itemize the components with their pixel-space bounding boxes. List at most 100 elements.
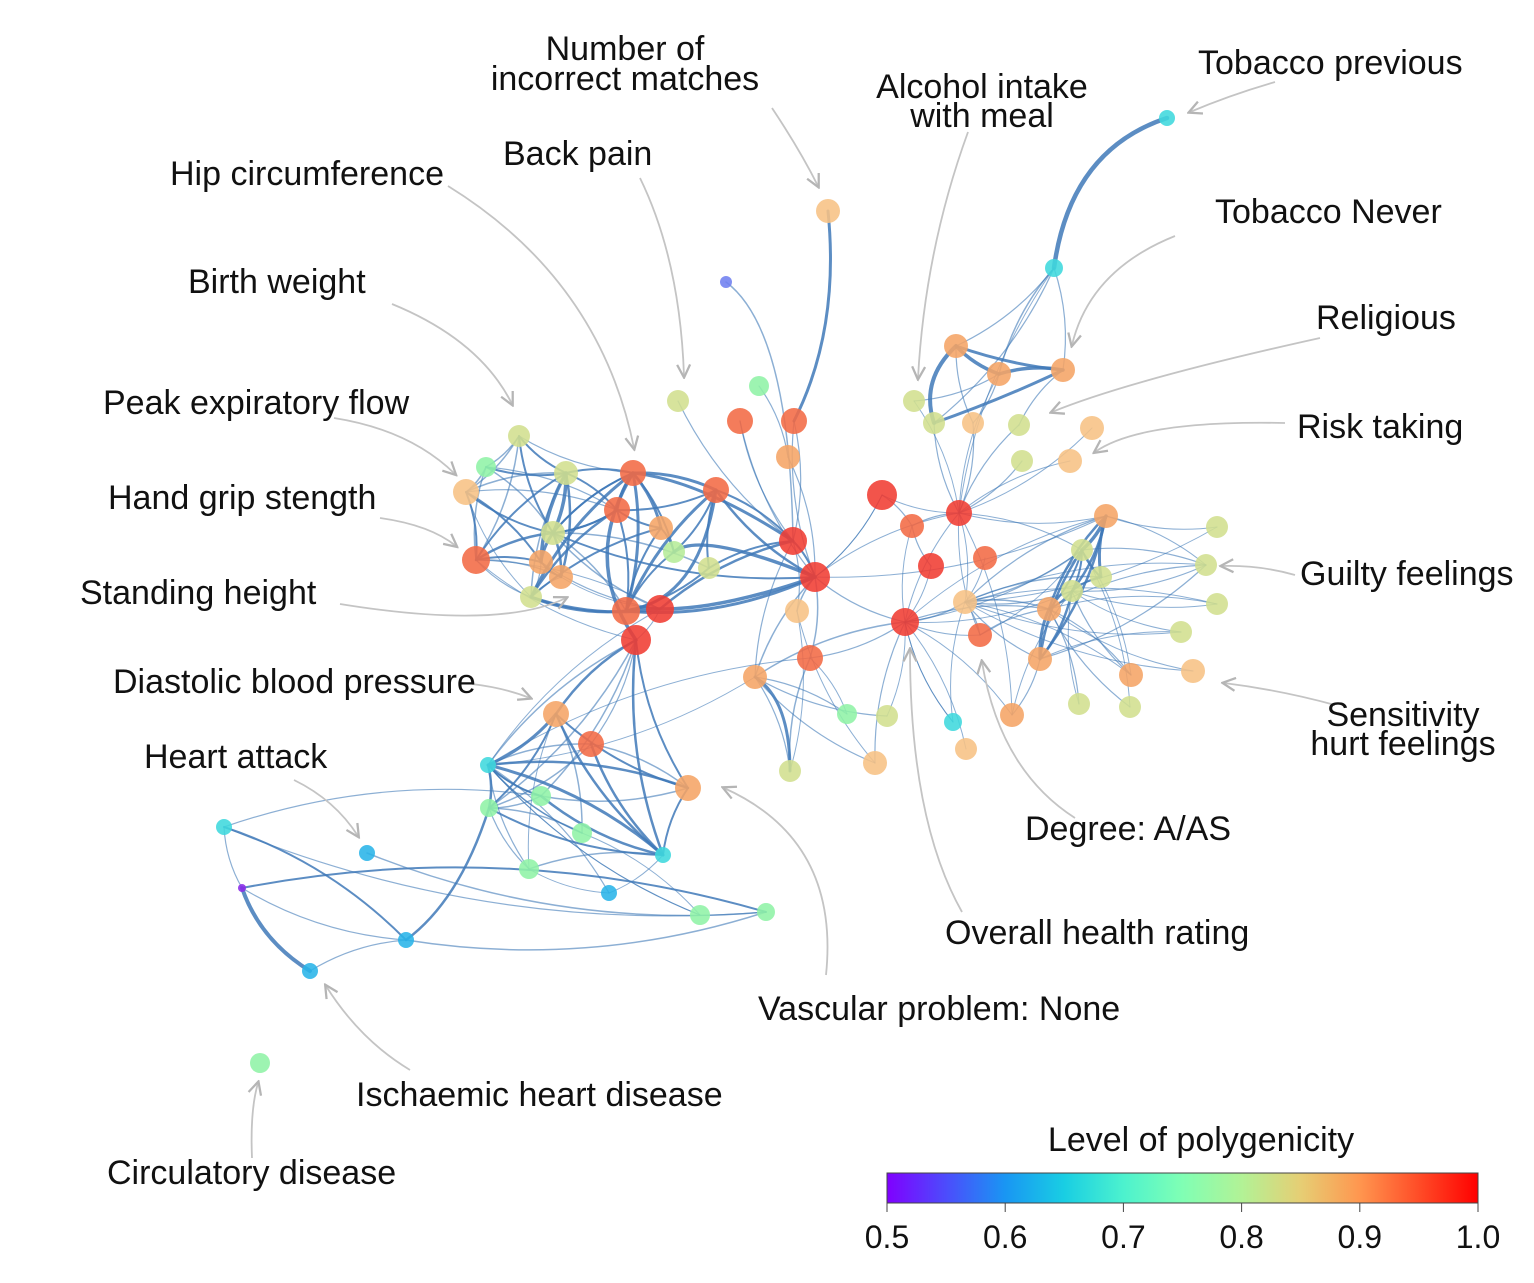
label-alcohol-line1: Alcohol intake bbox=[876, 68, 1088, 106]
network-edge bbox=[933, 422, 960, 514]
network-edge bbox=[1071, 590, 1182, 633]
network-edge bbox=[964, 587, 1218, 605]
network-edge bbox=[904, 621, 1013, 716]
network-edge bbox=[1048, 595, 1218, 610]
network-edge bbox=[366, 852, 767, 917]
colorbar-title: Level of polygenicity bbox=[1048, 1121, 1354, 1159]
network-node bbox=[900, 514, 924, 538]
network-node bbox=[1058, 449, 1082, 473]
network-node bbox=[554, 461, 578, 485]
network-node bbox=[238, 884, 246, 892]
label-alcohol-line2: with meal bbox=[909, 97, 1054, 135]
network-edge bbox=[465, 491, 532, 598]
network-node bbox=[1206, 593, 1228, 615]
network-node bbox=[800, 562, 830, 592]
network-node bbox=[667, 390, 689, 412]
network-edge bbox=[658, 575, 817, 611]
label-number-incorrect-line2: incorrect matches bbox=[491, 60, 759, 98]
network-edge bbox=[958, 512, 969, 603]
network-node bbox=[1170, 621, 1192, 643]
network-node bbox=[1071, 539, 1093, 561]
label-number-incorrect-line1: Number of bbox=[546, 30, 705, 68]
network-edge bbox=[754, 676, 876, 764]
network-edge bbox=[487, 764, 701, 916]
network-edge bbox=[958, 512, 1013, 716]
network-edge bbox=[241, 866, 767, 913]
network-edge bbox=[1105, 515, 1207, 566]
network-node bbox=[1051, 358, 1075, 382]
label-degree: Degree: A/AS bbox=[1025, 810, 1231, 848]
label-arrow bbox=[724, 788, 829, 976]
network-node bbox=[1159, 110, 1175, 126]
network-edge bbox=[539, 794, 665, 857]
network-node bbox=[1045, 259, 1063, 277]
label-standing-height: Standing height bbox=[80, 574, 317, 612]
network-node bbox=[797, 645, 823, 671]
label-tobacco-never: Tobacco Never bbox=[1215, 193, 1442, 231]
network-edge bbox=[904, 549, 1083, 623]
network-edge bbox=[1048, 608, 1132, 676]
network-edge bbox=[904, 621, 967, 750]
label-arrow bbox=[293, 779, 358, 836]
network-edge bbox=[788, 657, 811, 772]
label-arrow bbox=[910, 650, 963, 913]
network-edge bbox=[223, 826, 243, 889]
network-node bbox=[1181, 659, 1205, 683]
network-node bbox=[453, 479, 479, 505]
label-overall-health: Overall health rating bbox=[945, 914, 1249, 952]
network-node bbox=[601, 885, 617, 901]
network-edge bbox=[240, 886, 312, 973]
label-heart-attack: Heart attack bbox=[144, 738, 328, 776]
network-edge bbox=[631, 638, 665, 857]
network-edge bbox=[814, 494, 883, 578]
network-edge bbox=[964, 601, 1194, 672]
network-node bbox=[543, 701, 569, 727]
network-edge bbox=[486, 763, 665, 857]
network-node bbox=[918, 553, 944, 579]
label-hand-grip: Hand grip stength bbox=[108, 479, 376, 517]
label-circulatory: Circulatory disease bbox=[107, 1154, 396, 1192]
label-arrow bbox=[1072, 235, 1176, 345]
network-node bbox=[572, 823, 592, 843]
network-edge bbox=[223, 826, 407, 941]
label-arrow bbox=[1190, 81, 1276, 112]
network-edge bbox=[957, 512, 981, 636]
label-arrow bbox=[326, 986, 411, 1071]
network-edge bbox=[624, 488, 718, 613]
colorbar-gradient bbox=[886, 1172, 1479, 1204]
colorbar-tick-label: 1.0 bbox=[1456, 1219, 1500, 1255]
label-arrow bbox=[333, 417, 455, 474]
network-node bbox=[776, 445, 800, 469]
network-node bbox=[646, 595, 674, 623]
annotation-labels: Tobacco previous Number of incorrect mat… bbox=[80, 30, 1514, 1192]
network-node bbox=[621, 625, 651, 655]
network-edge bbox=[964, 515, 1107, 603]
network-node bbox=[620, 460, 646, 486]
network-edge bbox=[241, 887, 407, 941]
label-arrow bbox=[252, 1083, 258, 1159]
network-node bbox=[1011, 450, 1033, 472]
network-node bbox=[462, 546, 490, 574]
network-edge bbox=[754, 540, 794, 678]
network-node bbox=[398, 932, 414, 948]
network-edge bbox=[487, 764, 530, 870]
label-diastolic: Diastolic blood pressure bbox=[113, 663, 476, 701]
network-edge bbox=[913, 373, 1000, 402]
network-node bbox=[541, 521, 565, 545]
network-node bbox=[1000, 703, 1024, 727]
network-edge bbox=[475, 472, 567, 561]
network-edge bbox=[487, 639, 637, 766]
network-node bbox=[529, 550, 553, 574]
label-arrow bbox=[1222, 566, 1296, 576]
label-religious: Religious bbox=[1316, 299, 1456, 337]
network-node bbox=[302, 963, 318, 979]
label-risk-taking: Risk taking bbox=[1297, 408, 1463, 446]
network-edge bbox=[958, 512, 1083, 551]
network-node bbox=[903, 390, 925, 412]
colorbar-tick-label: 0.6 bbox=[983, 1219, 1027, 1255]
colorbar-tick-label: 0.8 bbox=[1219, 1219, 1263, 1255]
network-edge bbox=[1039, 564, 1207, 660]
network-node bbox=[749, 376, 769, 396]
